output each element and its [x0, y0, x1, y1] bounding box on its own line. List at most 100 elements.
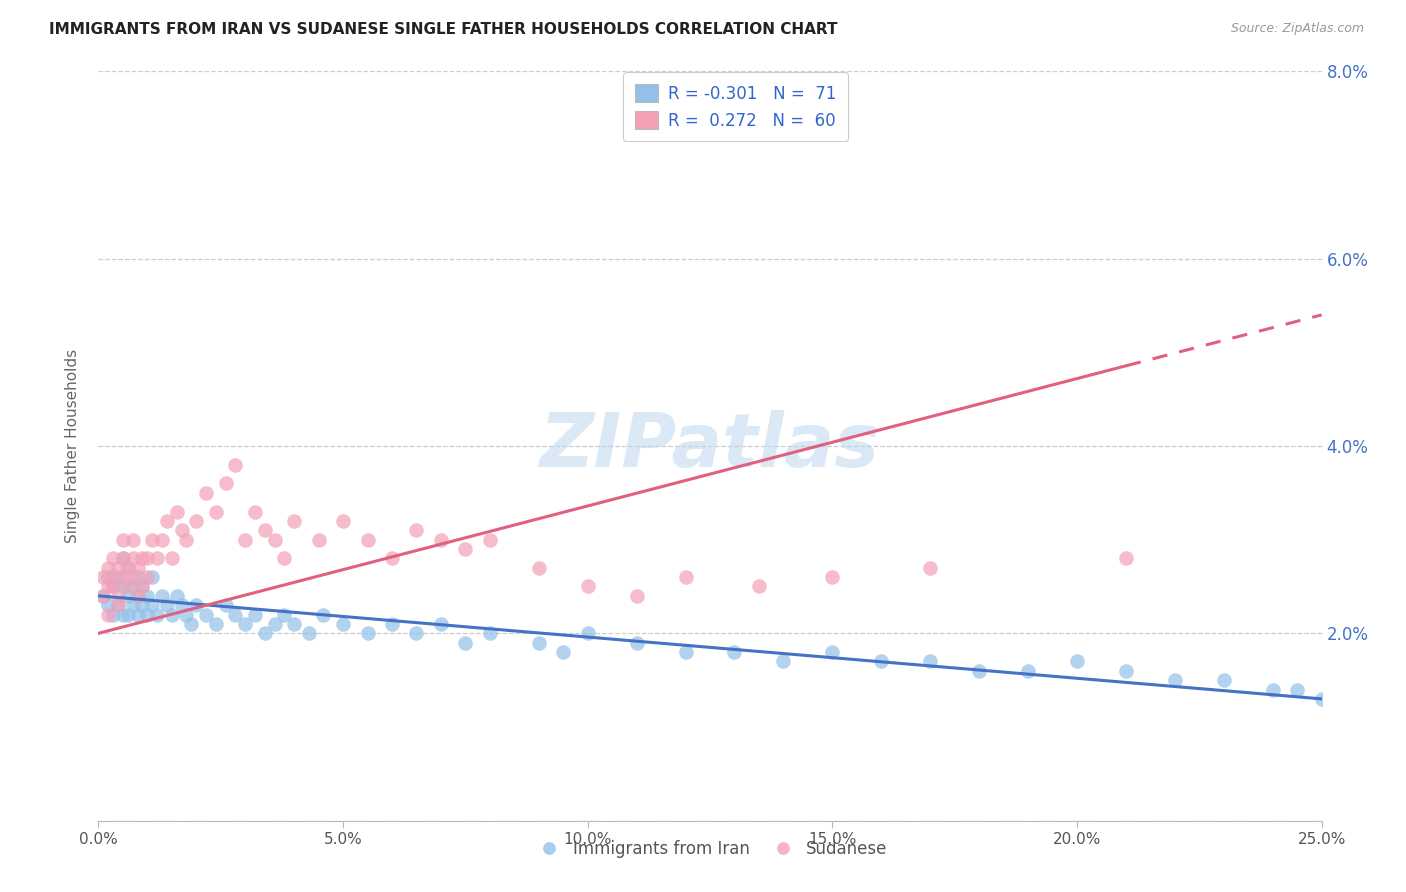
- Point: [748, 580, 770, 594]
- Text: ZIPatlas: ZIPatlas: [540, 409, 880, 483]
- Point: [214, 599, 236, 613]
- Point: [180, 617, 202, 632]
- Point: [141, 533, 163, 547]
- Point: [1212, 673, 1234, 688]
- Point: [224, 607, 246, 622]
- Point: [298, 626, 321, 640]
- Point: [675, 645, 697, 659]
- Point: [117, 589, 139, 603]
- Point: [117, 561, 139, 575]
- Point: [131, 580, 153, 594]
- Point: [233, 617, 256, 632]
- Point: [150, 589, 173, 603]
- Point: [312, 607, 335, 622]
- Point: [1017, 664, 1039, 678]
- Y-axis label: Single Father Households: Single Father Households: [65, 349, 80, 543]
- Point: [1310, 692, 1333, 706]
- Text: IMMIGRANTS FROM IRAN VS SUDANESE SINGLE FATHER HOUSEHOLDS CORRELATION CHART: IMMIGRANTS FROM IRAN VS SUDANESE SINGLE …: [49, 22, 838, 37]
- Legend: Immigrants from Iran, Sudanese: Immigrants from Iran, Sudanese: [526, 833, 894, 864]
- Point: [107, 589, 129, 603]
- Point: [253, 523, 276, 537]
- Point: [381, 617, 404, 632]
- Point: [127, 607, 149, 622]
- Point: [253, 626, 276, 640]
- Point: [111, 551, 134, 566]
- Point: [454, 635, 477, 649]
- Point: [121, 570, 143, 584]
- Point: [263, 533, 285, 547]
- Point: [107, 570, 129, 584]
- Point: [97, 599, 120, 613]
- Point: [332, 514, 354, 528]
- Point: [121, 551, 143, 566]
- Point: [136, 551, 159, 566]
- Point: [186, 514, 208, 528]
- Point: [121, 599, 143, 613]
- Point: [117, 607, 139, 622]
- Point: [920, 561, 942, 575]
- Point: [576, 626, 599, 640]
- Point: [91, 589, 114, 603]
- Point: [454, 541, 477, 557]
- Point: [121, 533, 143, 547]
- Point: [150, 533, 173, 547]
- Point: [870, 655, 893, 669]
- Point: [160, 551, 183, 566]
- Point: [131, 551, 153, 566]
- Point: [176, 533, 198, 547]
- Point: [111, 580, 134, 594]
- Point: [527, 561, 550, 575]
- Point: [205, 505, 228, 519]
- Point: [170, 599, 193, 613]
- Point: [214, 476, 236, 491]
- Point: [1115, 551, 1137, 566]
- Point: [430, 533, 453, 547]
- Point: [1164, 673, 1187, 688]
- Point: [101, 607, 124, 622]
- Point: [101, 580, 124, 594]
- Point: [156, 599, 179, 613]
- Point: [723, 645, 745, 659]
- Point: [1066, 655, 1088, 669]
- Point: [117, 561, 139, 575]
- Point: [101, 551, 124, 566]
- Point: [205, 617, 228, 632]
- Point: [111, 607, 134, 622]
- Point: [101, 570, 124, 584]
- Point: [821, 645, 844, 659]
- Point: [146, 607, 169, 622]
- Point: [186, 599, 208, 613]
- Point: [97, 607, 120, 622]
- Point: [308, 533, 330, 547]
- Point: [97, 561, 120, 575]
- Point: [127, 589, 149, 603]
- Point: [136, 589, 159, 603]
- Point: [117, 580, 139, 594]
- Point: [136, 570, 159, 584]
- Point: [136, 607, 159, 622]
- Point: [821, 570, 844, 584]
- Point: [91, 570, 114, 584]
- Point: [430, 617, 453, 632]
- Point: [166, 589, 188, 603]
- Point: [166, 505, 188, 519]
- Point: [920, 655, 942, 669]
- Text: Source: ZipAtlas.com: Source: ZipAtlas.com: [1230, 22, 1364, 36]
- Point: [553, 645, 575, 659]
- Point: [332, 617, 354, 632]
- Point: [127, 561, 149, 575]
- Point: [967, 664, 990, 678]
- Point: [675, 570, 697, 584]
- Point: [111, 533, 134, 547]
- Point: [273, 607, 295, 622]
- Point: [131, 599, 153, 613]
- Point: [1261, 682, 1284, 697]
- Point: [405, 523, 427, 537]
- Point: [111, 570, 134, 584]
- Point: [146, 551, 169, 566]
- Point: [101, 580, 124, 594]
- Point: [283, 514, 305, 528]
- Point: [273, 551, 295, 566]
- Point: [170, 523, 193, 537]
- Point: [91, 589, 114, 603]
